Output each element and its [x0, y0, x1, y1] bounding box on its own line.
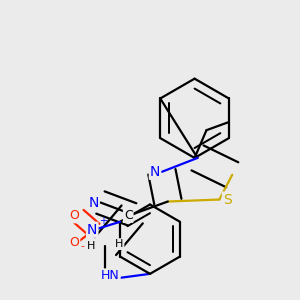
Text: N: N	[150, 165, 160, 179]
Text: O: O	[70, 209, 79, 222]
Text: O: O	[70, 236, 79, 249]
Text: HN: HN	[101, 269, 120, 282]
Text: -: -	[80, 242, 84, 252]
Text: H: H	[115, 239, 124, 249]
Text: H: H	[87, 241, 96, 251]
Text: C: C	[124, 209, 133, 222]
Text: N: N	[87, 223, 98, 237]
Text: S: S	[223, 193, 232, 206]
Text: N: N	[88, 196, 99, 209]
Text: +: +	[99, 216, 107, 226]
